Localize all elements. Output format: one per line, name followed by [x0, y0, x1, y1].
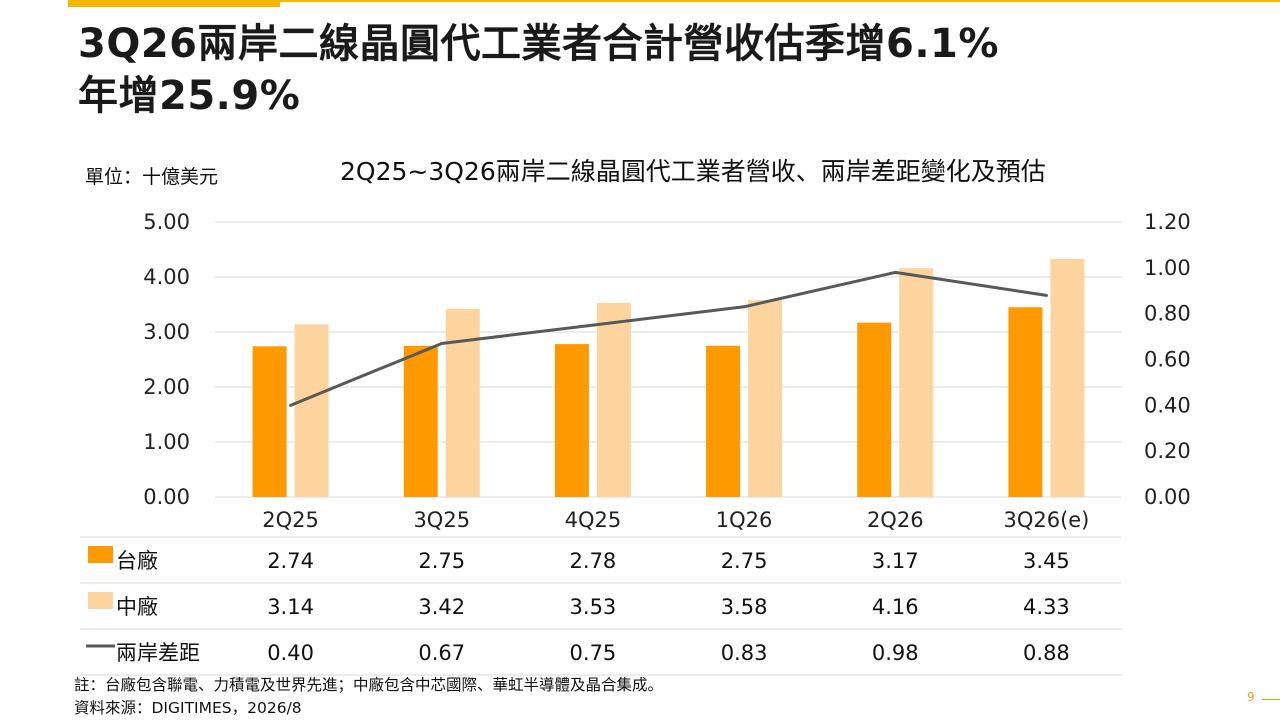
y-right-tick-label: 0.60	[1144, 348, 1191, 372]
line-gap	[290, 270, 1047, 407]
y-right-tick-label: 0.40	[1144, 393, 1191, 417]
accent-bar	[68, 0, 280, 7]
line-gap-point	[440, 341, 444, 345]
x-category-label: 3Q26(e)	[1003, 508, 1089, 532]
slide-title-line2: 年增25.9%	[78, 73, 301, 119]
table-value: 3.53	[570, 595, 617, 619]
table-value: 2.75	[721, 549, 768, 573]
y-left-tick-label: 3.00	[143, 320, 190, 344]
legend-label-china: 中廠	[116, 595, 158, 619]
unit-label: 單位：十億美元	[85, 166, 219, 188]
legend-label-taiwan: 台廠	[116, 549, 158, 573]
legend-key-china	[88, 592, 113, 609]
y-right-tick-label: 0.80	[1144, 302, 1191, 326]
bar-china	[899, 268, 934, 497]
y-right-tick-label: 0.00	[1144, 485, 1191, 509]
y-right-tick-label: 0.20	[1144, 439, 1191, 463]
table-value: 0.40	[267, 641, 314, 665]
bar-china	[1050, 258, 1085, 497]
bar-taiwan	[252, 346, 287, 497]
bar-china	[596, 302, 631, 497]
bar-taiwan	[706, 345, 741, 497]
legend-key-taiwan	[88, 546, 113, 563]
bar-china	[748, 300, 783, 497]
x-category-label: 2Q25	[262, 508, 319, 532]
table-value: 3.17	[872, 549, 919, 573]
x-category-label: 1Q26	[716, 508, 773, 532]
line-gap-point	[289, 403, 293, 407]
y-left-tick-label: 1.00	[143, 430, 190, 454]
y-right-tick-label: 1.20	[1144, 210, 1191, 234]
line-gap-point	[893, 270, 897, 274]
table-value: 3.42	[418, 595, 465, 619]
chart-title: 2Q25~3Q26兩岸二線晶圓代工業者營收、兩岸差距變化及預估	[340, 157, 1046, 186]
table-value: 0.88	[1023, 641, 1070, 665]
slide-title: 3Q26兩岸二線晶圓代工業者合計營收估季增6.1% 年增25.9%	[78, 18, 999, 122]
x-category-label: 3Q25	[413, 508, 470, 532]
y-left-tick-label: 5.00	[143, 210, 190, 234]
page-number-dash	[1262, 699, 1280, 700]
table-value: 0.75	[570, 641, 617, 665]
table-value: 4.33	[1023, 595, 1070, 619]
page-number: 9	[1247, 690, 1255, 704]
slide-title-line1: 3Q26兩岸二線晶圓代工業者合計營收估季增6.1%	[78, 21, 999, 67]
table-value: 3.58	[721, 595, 768, 619]
table-value: 2.75	[418, 549, 465, 573]
bar-taiwan	[403, 345, 438, 497]
accent-line	[280, 0, 1280, 2]
table-value: 0.67	[418, 641, 465, 665]
bar-taiwan	[1008, 307, 1043, 497]
line-gap-point	[742, 305, 746, 309]
line-gap-point	[591, 323, 595, 327]
bar-china	[445, 308, 480, 497]
x-category-label: 2Q26	[867, 508, 924, 532]
y-left-tick-label: 0.00	[143, 485, 190, 509]
footnote: 註：台廠包含聯電、力積電及世界先進；中廠包含中芯國際、華虹半導體及晶合集成。	[74, 676, 664, 694]
table-value: 4.16	[872, 595, 919, 619]
y-left-tick-label: 4.00	[143, 265, 190, 289]
source-note: 資料來源：DIGITIMES，2026/8	[74, 699, 302, 717]
x-category-label: 4Q25	[565, 508, 622, 532]
table-value: 2.74	[267, 549, 314, 573]
y-right-tick-label: 1.00	[1144, 256, 1191, 280]
table-value: 3.14	[267, 595, 314, 619]
bar-china	[294, 324, 329, 497]
bar-taiwan	[554, 344, 589, 497]
table-value: 0.83	[721, 641, 768, 665]
y-left-tick-label: 2.00	[143, 375, 190, 399]
legend-label-gap: 兩岸差距	[116, 641, 200, 665]
bar-taiwan	[857, 322, 892, 497]
table-value: 3.45	[1023, 549, 1070, 573]
line-gap-point	[1044, 293, 1048, 297]
table-value: 0.98	[872, 641, 919, 665]
table-value: 2.78	[570, 549, 617, 573]
